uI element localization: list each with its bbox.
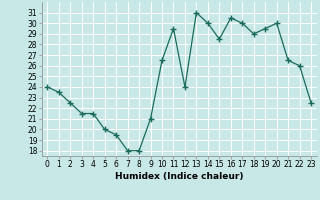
X-axis label: Humidex (Indice chaleur): Humidex (Indice chaleur)	[115, 172, 244, 181]
